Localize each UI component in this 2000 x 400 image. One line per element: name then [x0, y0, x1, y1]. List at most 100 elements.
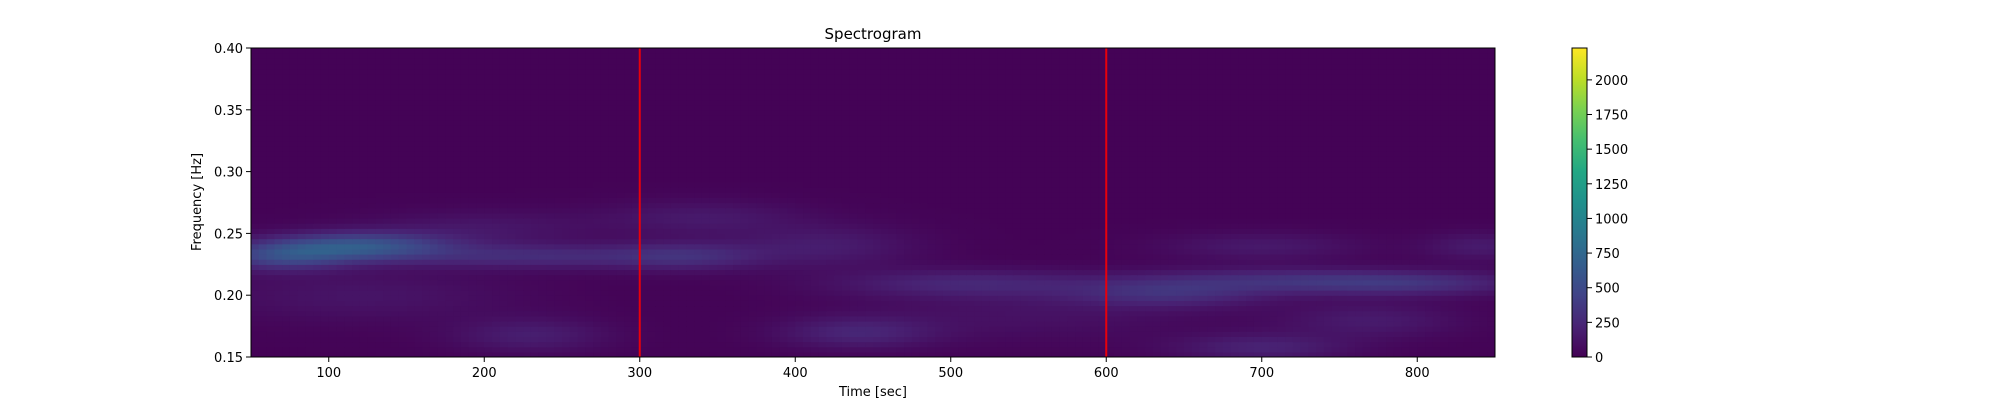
heatmap-cell — [1253, 290, 1263, 296]
heatmap-cell — [896, 228, 905, 234]
heatmap-cell — [1238, 279, 1247, 286]
heatmap-cell — [492, 228, 501, 234]
heatmap-cell — [740, 202, 750, 209]
heatmap-cell — [717, 320, 726, 327]
heatmap-cell — [359, 284, 369, 291]
heatmap-cell — [1269, 336, 1278, 343]
heatmap-cell — [834, 202, 843, 209]
heatmap-cell — [795, 238, 804, 245]
heatmap-cell — [1230, 248, 1240, 255]
heatmap-cell — [1184, 331, 1193, 337]
heatmap-cell — [282, 202, 291, 209]
heatmap-cell — [1401, 269, 1411, 276]
heatmap-cell — [1323, 197, 1333, 204]
heatmap-cell — [445, 207, 454, 214]
heatmap-cell — [313, 238, 322, 245]
heatmap-cell — [1044, 290, 1053, 296]
heatmap-cell — [1114, 217, 1123, 224]
heatmap-cell — [569, 300, 579, 307]
heatmap-cell — [546, 269, 555, 276]
heatmap-cell — [616, 233, 625, 240]
heatmap-cell — [313, 284, 322, 291]
heatmap-cell — [1300, 336, 1309, 343]
heatmap-cell — [289, 279, 299, 286]
heatmap-cell — [1323, 259, 1333, 265]
heatmap-cell — [1184, 238, 1193, 245]
heatmap-cell — [313, 264, 322, 271]
heatmap-cell — [663, 315, 672, 322]
heatmap-cell — [1005, 351, 1014, 357]
heatmap-cell — [414, 243, 423, 250]
heatmap-cell — [779, 284, 789, 291]
heatmap-cell — [1191, 310, 1201, 317]
heatmap-cell — [274, 207, 283, 214]
heatmap-cell — [1456, 336, 1465, 343]
heatmap-cell — [655, 331, 664, 337]
heatmap-cell — [1215, 295, 1224, 301]
heatmap-cell — [678, 243, 687, 250]
heatmap-cell — [1207, 212, 1216, 219]
heatmap-cell — [647, 223, 656, 229]
heatmap-cell — [585, 233, 594, 240]
heatmap-cell — [756, 346, 765, 353]
heatmap-cell — [865, 305, 874, 312]
heatmap-cell — [460, 320, 470, 327]
heatmap-cell — [1448, 305, 1457, 312]
heatmap-cell — [1184, 233, 1193, 240]
heatmap-cell — [1191, 254, 1201, 260]
heatmap-cell — [375, 310, 384, 317]
heatmap-cell — [1059, 207, 1068, 214]
heatmap-cell — [429, 290, 439, 296]
heatmap-cell — [1285, 202, 1294, 209]
heatmap-cell — [390, 192, 400, 198]
heatmap-cell — [826, 295, 835, 301]
heatmap-cell — [1456, 274, 1465, 281]
heatmap-cell — [974, 351, 983, 357]
heatmap-cell — [935, 264, 944, 271]
heatmap-cell — [1432, 202, 1442, 209]
heatmap-cell — [1191, 202, 1201, 209]
heatmap-cell — [810, 238, 820, 245]
heatmap-cell — [406, 274, 415, 281]
heatmap-cell — [530, 269, 540, 276]
heatmap-cell — [445, 264, 454, 271]
heatmap-cell — [803, 346, 812, 353]
heatmap-cell — [771, 300, 781, 307]
heatmap-cell — [258, 228, 268, 234]
heatmap-cell — [1012, 336, 1022, 343]
heatmap-cell — [390, 279, 400, 286]
heatmap-cell — [771, 351, 781, 357]
heatmap-cell — [1160, 300, 1170, 307]
heatmap-cell — [1238, 300, 1247, 307]
heatmap-cell — [1168, 295, 1177, 301]
heatmap-cell — [974, 238, 983, 245]
heatmap-cell — [1269, 269, 1278, 276]
heatmap-cell — [826, 331, 835, 337]
heatmap-cell — [468, 259, 478, 265]
heatmap-cell — [305, 279, 314, 286]
heatmap-cell — [740, 290, 750, 296]
heatmap-cell — [1168, 341, 1177, 348]
heatmap-cell — [678, 315, 687, 322]
heatmap-cell — [981, 290, 991, 296]
heatmap-cell — [834, 320, 843, 327]
heatmap-cell — [1253, 264, 1263, 271]
heatmap-cell — [1207, 243, 1216, 250]
heatmap-cell — [1114, 202, 1123, 209]
heatmap-cell — [1098, 346, 1107, 353]
heatmap-cell — [919, 336, 929, 343]
heatmap-cell — [1339, 228, 1348, 234]
heatmap-cell — [818, 284, 827, 291]
heatmap-cell — [810, 248, 820, 255]
heatmap-cell — [795, 243, 804, 250]
heatmap-cell — [873, 326, 882, 332]
heatmap-cell — [935, 228, 944, 234]
heatmap-cell — [670, 305, 680, 312]
heatmap-cell — [919, 320, 929, 327]
heatmap-cell — [460, 217, 470, 224]
heatmap-cell — [904, 305, 913, 312]
heatmap-cell — [981, 228, 991, 234]
heatmap-cell — [422, 217, 431, 224]
heatmap-cell — [1432, 310, 1442, 317]
heatmap-cell — [771, 331, 781, 337]
